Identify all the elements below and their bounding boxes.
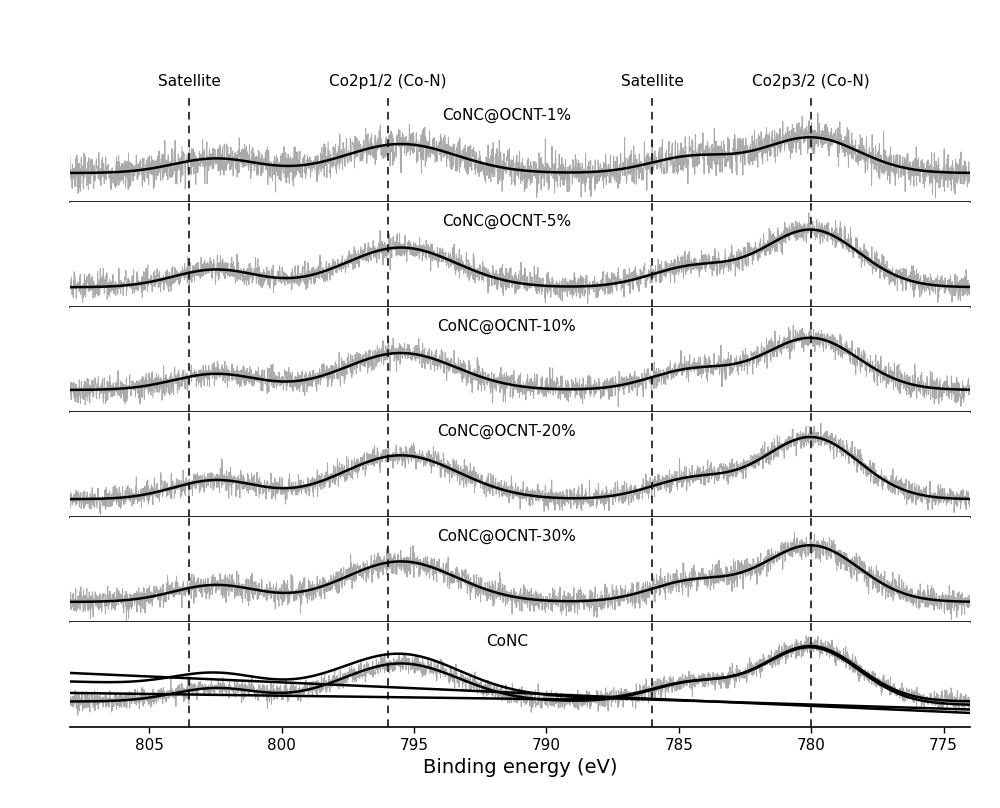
Text: Co2p1/2 (Co-N): Co2p1/2 (Co-N) [329,74,446,89]
Text: CoNC@OCNT-10%: CoNC@OCNT-10% [437,318,576,334]
Text: Satellite: Satellite [621,74,684,89]
Text: CoNC@OCNT-5%: CoNC@OCNT-5% [442,213,571,229]
Text: CoNC@OCNT-20%: CoNC@OCNT-20% [437,423,576,439]
Text: Satellite: Satellite [158,74,221,89]
X-axis label: Binding energy (eV): Binding energy (eV) [423,758,617,777]
Text: CoNC: CoNC [486,633,528,649]
Text: CoNC@OCNT-30%: CoNC@OCNT-30% [437,528,576,544]
Text: Co2p3/2 (Co-N): Co2p3/2 (Co-N) [752,74,870,89]
Text: CoNC@OCNT-1%: CoNC@OCNT-1% [442,108,571,124]
